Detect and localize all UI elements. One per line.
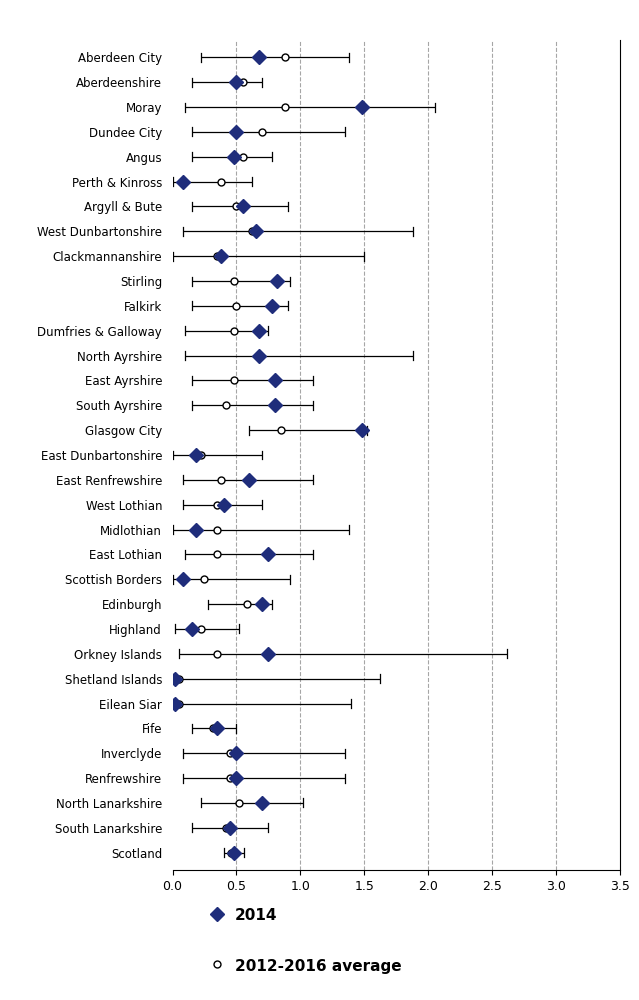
Text: 2014: 2014 bbox=[235, 908, 278, 924]
Text: 2012-2016 average: 2012-2016 average bbox=[235, 959, 402, 974]
